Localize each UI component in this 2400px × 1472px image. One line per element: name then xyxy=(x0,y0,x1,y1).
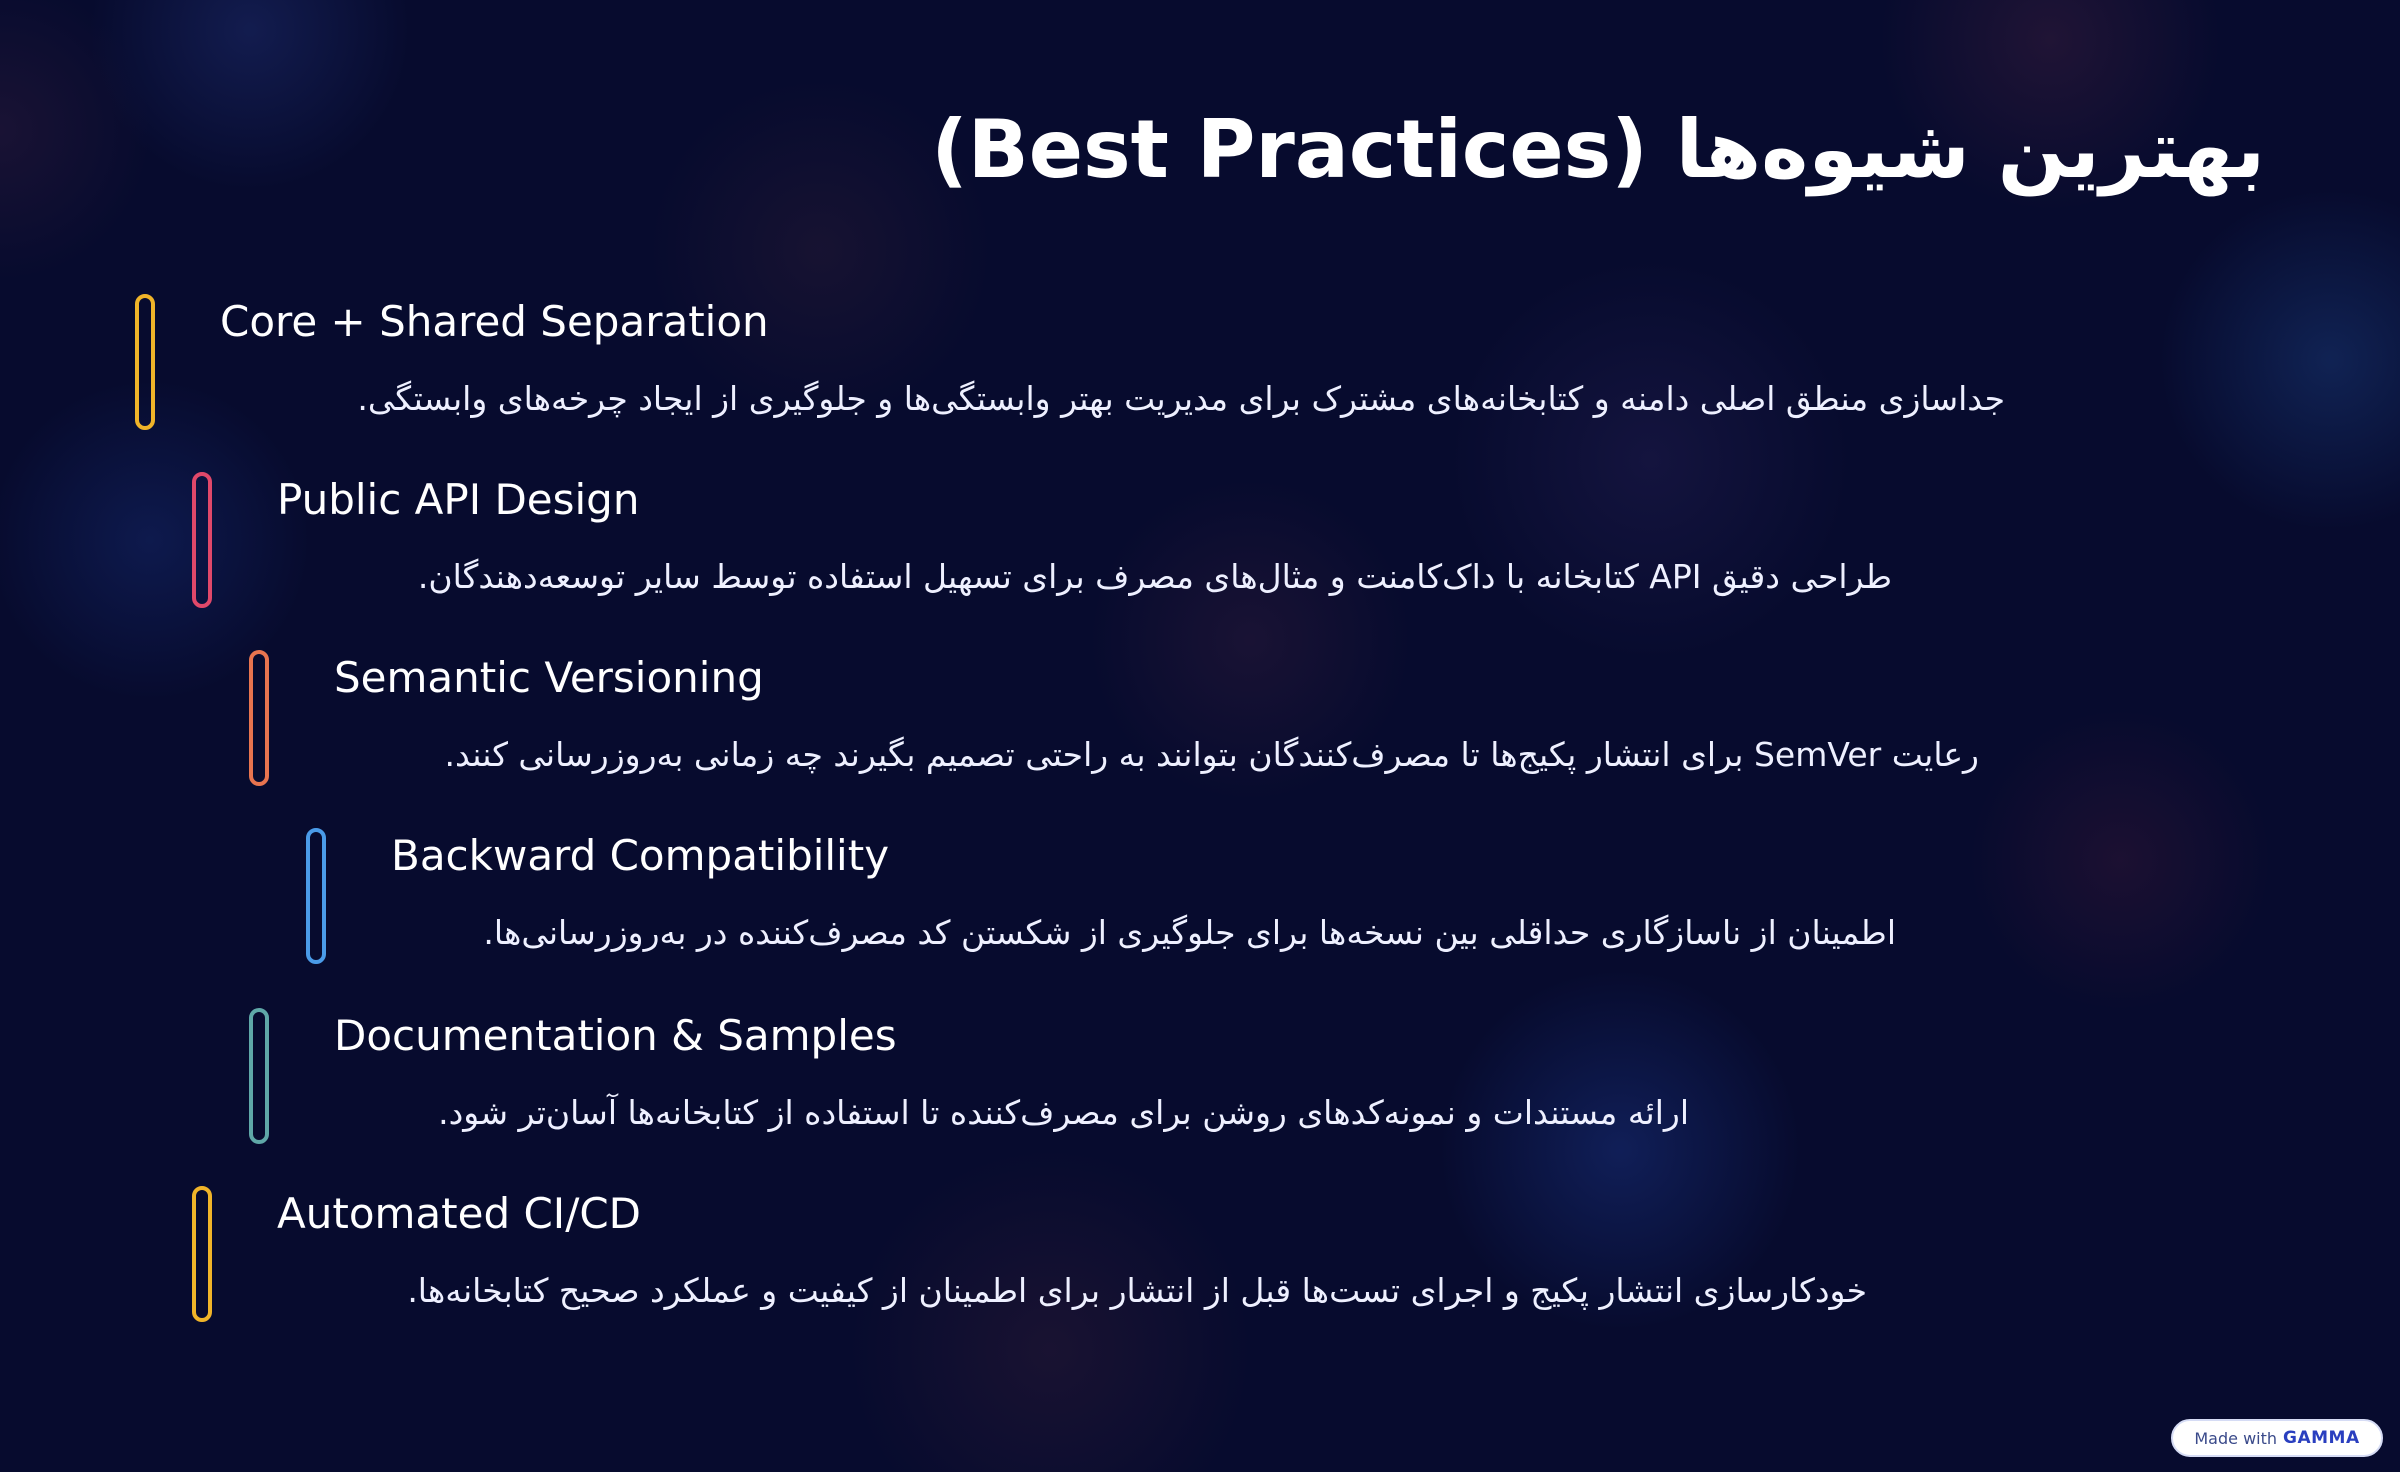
accent-bar xyxy=(306,828,326,964)
list-item-semantic-versioning: Semantic Versioning رعایت SemVer برای ان… xyxy=(249,650,1979,790)
item-description: ارائه مستندات و نمونه‌کدهای روشن برای مص… xyxy=(438,1093,1689,1132)
accent-bar xyxy=(192,472,212,608)
page-title: بهترین شیوه‌ها (Best Practices) xyxy=(931,103,2265,196)
item-title: Documentation & Samples xyxy=(334,1011,897,1060)
item-description: رعایت SemVer برای انتشار پکیج‌ها تا مصرف… xyxy=(444,735,1979,774)
made-with-gamma-badge[interactable]: Made with GAMMA xyxy=(2171,1419,2383,1457)
list-item-public-api: Public API Design طراحی دقیق API کتابخان… xyxy=(192,472,1892,612)
list-item-documentation: Documentation & Samples ارائه مستندات و … xyxy=(249,1008,1689,1148)
item-description: خودکارسازی انتشار پکیج و اجرای تست‌ها قب… xyxy=(407,1271,1867,1310)
item-title: Automated CI/CD xyxy=(277,1189,642,1238)
item-title: Core + Shared Separation xyxy=(220,297,769,346)
item-description: طراحی دقیق API کتابخانه با داک‌کامنت و م… xyxy=(417,557,1892,596)
accent-bar xyxy=(249,1008,269,1144)
accent-bar xyxy=(192,1186,212,1322)
list-item-backward-compatibility: Backward Compatibility اطمینان از ناسازگ… xyxy=(306,828,1896,968)
badge-label: Made with xyxy=(2194,1428,2278,1448)
list-item-core-shared: Core + Shared Separation جداسازی منطق اص… xyxy=(135,294,2005,434)
gamma-logo: GAMMA xyxy=(2283,1428,2360,1448)
item-description: اطمینان از ناسازگاری حداقلی بین نسخه‌ها … xyxy=(483,913,1896,952)
item-title: Semantic Versioning xyxy=(334,653,764,702)
accent-bar xyxy=(249,650,269,786)
accent-bar xyxy=(135,294,155,430)
item-title: Backward Compatibility xyxy=(391,831,890,880)
list-item-automated-cicd: Automated CI/CD خودکارسازی انتشار پکیج و… xyxy=(192,1186,1867,1326)
item-title: Public API Design xyxy=(277,475,640,524)
item-description: جداسازی منطق اصلی دامنه و کتابخانه‌های م… xyxy=(357,379,2005,418)
